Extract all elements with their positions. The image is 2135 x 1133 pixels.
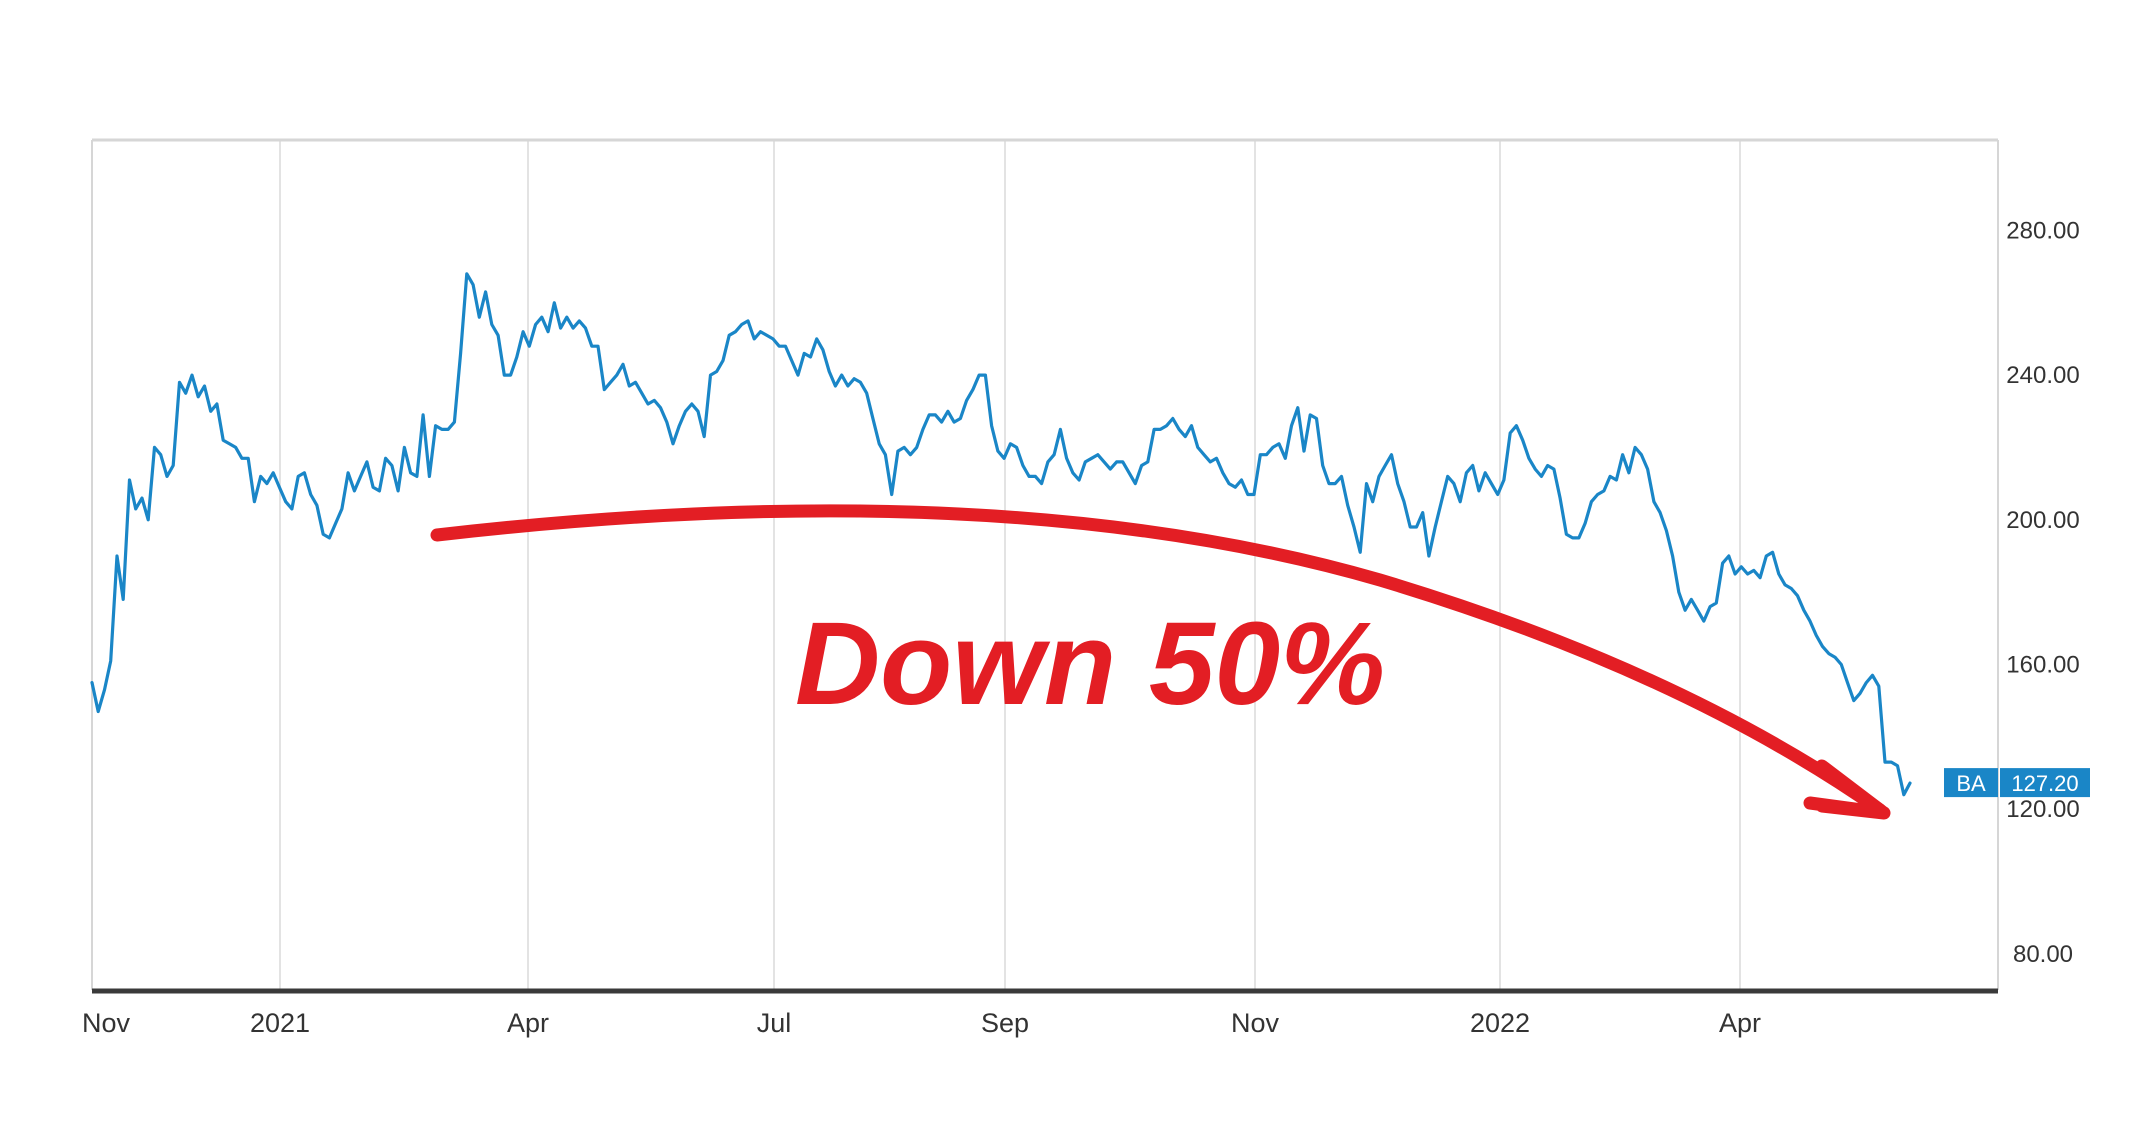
series-line-ba — [90, 272, 1912, 797]
y-tick-label: 80.00 — [2013, 941, 2073, 968]
last-price-marker: BA 127.20 — [1944, 768, 2090, 798]
y-tick-label: 280.00 — [2006, 217, 2079, 244]
last-price-badge — [2000, 768, 2090, 798]
annotation-arrow-curve — [430, 504, 1887, 817]
ticker-badge — [1944, 768, 1998, 798]
ticker-label: BA — [1956, 771, 1986, 796]
y-axis-labels: 80.00 120.00 160.00 200.00 240.00 280.00 — [2006, 217, 2079, 967]
x-axis-labels: Nov 2021 Apr Jul Sep Nov 2022 Apr — [82, 1008, 1761, 1038]
x-tick-label: Jul — [757, 1008, 792, 1038]
y-tick-label: 240.00 — [2006, 362, 2079, 389]
x-tick-label: Nov — [1231, 1008, 1280, 1038]
x-tick-label: Apr — [507, 1008, 549, 1038]
y-tick-label: 120.00 — [2006, 796, 2079, 823]
x-tick-label: Apr — [1719, 1008, 1761, 1038]
y-tick-label: 160.00 — [2006, 651, 2079, 678]
x-tick-label: 2022 — [1470, 1008, 1530, 1038]
annotation-text: Down 50% — [795, 598, 1385, 730]
x-tick-label: Nov — [82, 1008, 131, 1038]
last-price-label: 127.20 — [2011, 771, 2078, 796]
x-tick-label: 2021 — [250, 1008, 310, 1038]
grid-lines — [279, 140, 1741, 990]
annotation-arrow-head — [1803, 759, 1891, 820]
x-tick-label: Sep — [981, 1008, 1029, 1038]
y-tick-label: 200.00 — [2006, 507, 2079, 534]
